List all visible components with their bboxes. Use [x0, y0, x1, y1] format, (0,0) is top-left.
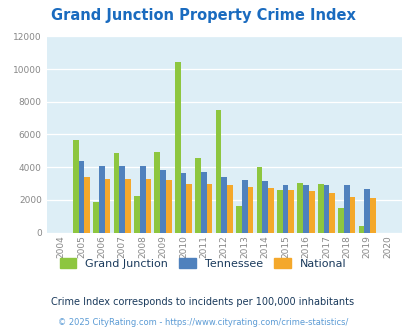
- Bar: [200, 172, 206, 233]
- Bar: [206, 184, 212, 233]
- Bar: [160, 171, 166, 233]
- Text: Grand Junction Property Crime Index: Grand Junction Property Crime Index: [51, 8, 354, 23]
- Bar: [186, 183, 192, 233]
- Bar: [99, 166, 104, 233]
- Bar: [267, 188, 273, 233]
- Bar: [241, 180, 247, 233]
- Bar: [180, 173, 186, 233]
- Bar: [297, 183, 303, 233]
- Text: © 2025 CityRating.com - https://www.cityrating.com/crime-statistics/: © 2025 CityRating.com - https://www.city…: [58, 318, 347, 327]
- Bar: [358, 226, 363, 233]
- Bar: [104, 179, 110, 233]
- Bar: [323, 185, 328, 233]
- Bar: [308, 191, 314, 233]
- Legend: Grand Junction, Tennessee, National: Grand Junction, Tennessee, National: [55, 254, 350, 273]
- Bar: [349, 197, 354, 233]
- Bar: [369, 198, 375, 233]
- Bar: [221, 177, 227, 233]
- Bar: [215, 110, 221, 233]
- Bar: [276, 190, 282, 233]
- Bar: [195, 158, 200, 233]
- Bar: [175, 62, 180, 233]
- Text: Crime Index corresponds to incidents per 100,000 inhabitants: Crime Index corresponds to incidents per…: [51, 297, 354, 307]
- Bar: [317, 184, 323, 233]
- Bar: [154, 152, 160, 233]
- Bar: [78, 161, 84, 233]
- Bar: [84, 177, 90, 233]
- Bar: [145, 180, 151, 233]
- Bar: [256, 167, 262, 233]
- Bar: [139, 166, 145, 233]
- Bar: [343, 185, 349, 233]
- Bar: [72, 140, 78, 233]
- Bar: [227, 185, 232, 233]
- Bar: [236, 206, 241, 233]
- Bar: [125, 180, 130, 233]
- Bar: [363, 189, 369, 233]
- Bar: [328, 193, 334, 233]
- Bar: [288, 190, 293, 233]
- Bar: [134, 196, 139, 233]
- Bar: [119, 166, 125, 233]
- Bar: [337, 208, 343, 233]
- Bar: [247, 187, 253, 233]
- Bar: [166, 180, 171, 233]
- Bar: [262, 181, 267, 233]
- Bar: [93, 202, 99, 233]
- Bar: [303, 185, 308, 233]
- Bar: [113, 153, 119, 233]
- Bar: [282, 185, 288, 233]
